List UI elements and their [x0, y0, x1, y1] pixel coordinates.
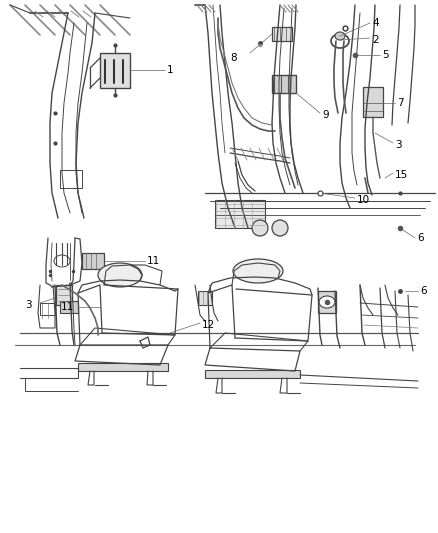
Text: 2: 2	[372, 35, 378, 45]
Bar	[272, 27, 292, 41]
Bar	[272, 75, 296, 93]
Text: 3: 3	[25, 300, 32, 310]
Bar	[215, 200, 265, 228]
Text: 9: 9	[322, 110, 328, 120]
Bar	[363, 87, 383, 117]
Text: 11: 11	[60, 302, 74, 312]
Ellipse shape	[98, 263, 142, 287]
Bar	[60, 301, 78, 313]
Text: 8: 8	[230, 53, 237, 63]
Ellipse shape	[272, 220, 288, 236]
Text: 4: 4	[372, 18, 378, 28]
Bar	[318, 291, 336, 313]
Ellipse shape	[233, 259, 283, 283]
Bar	[205, 370, 300, 378]
Text: 6: 6	[417, 233, 424, 243]
Bar	[100, 53, 130, 88]
Ellipse shape	[319, 296, 335, 308]
Bar	[56, 285, 72, 305]
Ellipse shape	[252, 220, 268, 236]
Text: 1: 1	[167, 65, 173, 75]
Bar	[60, 170, 82, 188]
Bar	[82, 253, 104, 269]
Text: 3: 3	[395, 140, 402, 150]
Ellipse shape	[335, 32, 345, 40]
Text: 12: 12	[202, 320, 215, 330]
Text: 10: 10	[357, 195, 370, 205]
Ellipse shape	[331, 34, 349, 48]
Text: 5: 5	[382, 50, 389, 60]
Text: 6: 6	[420, 286, 427, 296]
Ellipse shape	[54, 255, 70, 267]
Bar	[78, 363, 168, 371]
Text: 7: 7	[397, 98, 404, 108]
Bar	[198, 291, 212, 305]
Text: 15: 15	[395, 170, 408, 180]
Bar	[40, 303, 55, 315]
Text: 11: 11	[147, 256, 160, 266]
